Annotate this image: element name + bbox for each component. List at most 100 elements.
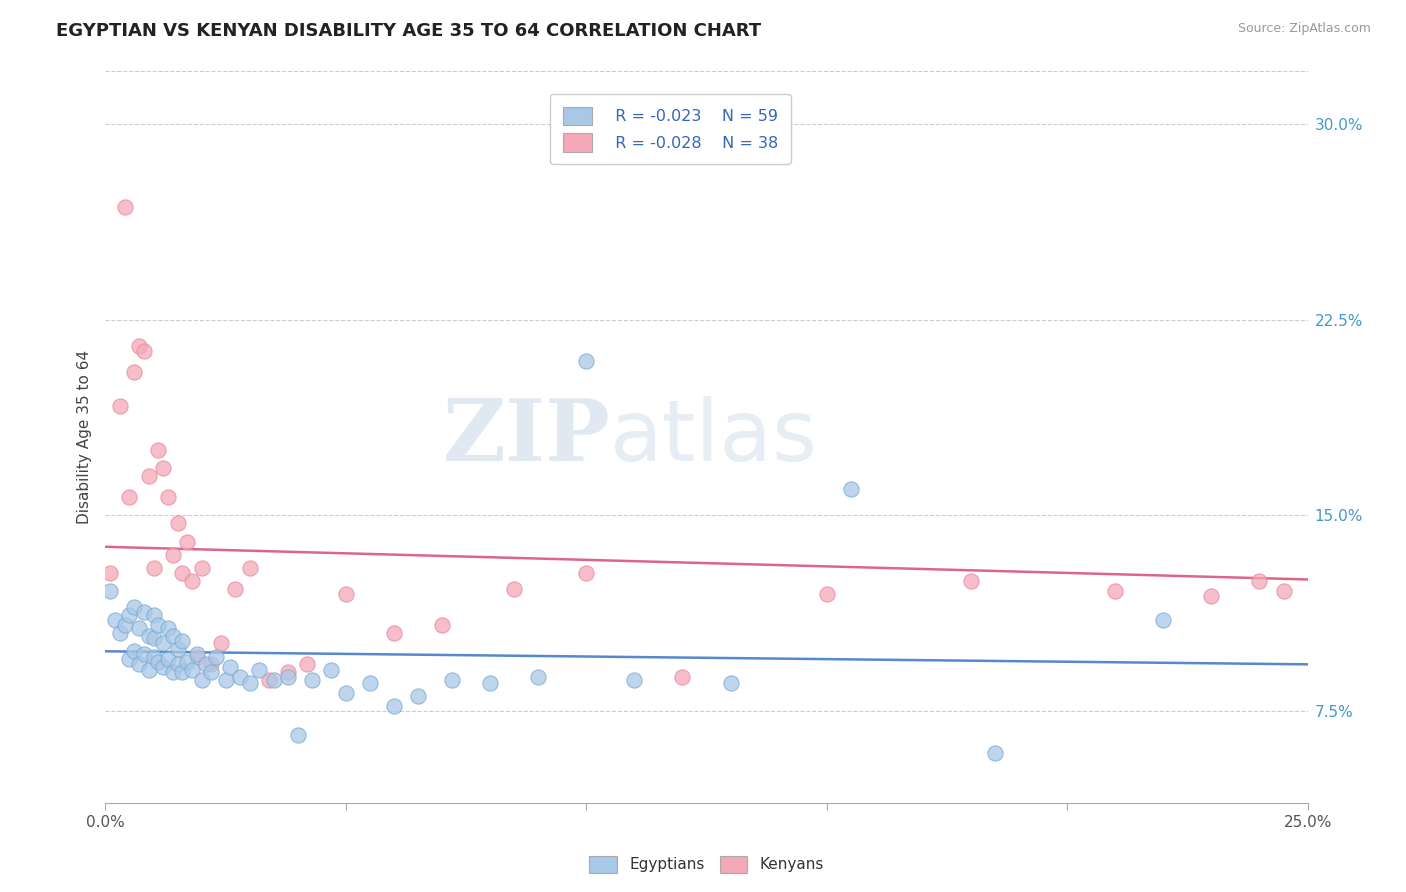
Point [172,665,194,680]
Point [815,587,838,601]
Point [720,675,742,690]
Point [219,660,242,674]
Point [186,649,208,664]
Point [124,365,146,379]
Point [301,673,323,687]
Point [224,582,246,596]
Point [108,626,131,640]
Point [148,655,170,669]
Point [148,618,170,632]
Point [162,665,184,680]
Y-axis label: Disability Age 35 to 64: Disability Age 35 to 64 [76,350,91,524]
Point [156,490,179,504]
Point [1272,584,1295,599]
Point [1201,590,1223,604]
Point [1152,613,1174,627]
Point [108,399,131,413]
Point [214,673,236,687]
Point [247,663,270,677]
Point [124,599,146,614]
Text: EGYPTIAN VS KENYAN DISABILITY AGE 35 TO 64 CORRELATION CHART: EGYPTIAN VS KENYAN DISABILITY AGE 35 TO … [56,22,762,40]
Point [166,641,188,656]
Point [114,200,136,214]
Point [479,675,502,690]
Point [176,534,198,549]
Point [152,461,174,475]
Point [297,657,319,672]
Point [200,657,222,672]
Point [148,443,170,458]
Point [118,652,141,666]
Point [190,673,212,687]
Point [181,663,204,677]
Point [335,587,357,601]
Point [623,673,645,687]
Point [138,469,160,483]
Point [132,605,155,619]
Point [671,670,693,684]
Point [287,728,309,742]
Point [128,621,150,635]
Point [152,660,174,674]
Point [359,675,381,690]
Point [277,665,299,680]
Point [239,560,262,574]
Point [132,343,155,358]
Point [128,657,150,672]
Point [124,644,146,658]
Point [166,516,188,531]
Point [335,686,357,700]
Point [186,647,208,661]
Point [162,548,184,562]
Point [527,670,550,684]
Point [440,673,463,687]
Point [960,574,983,588]
Point [142,560,165,574]
Point [321,663,343,677]
Point [1104,584,1126,599]
Point [229,670,252,684]
Point [181,574,204,588]
Point [128,339,150,353]
Point [1249,574,1271,588]
Point [156,652,179,666]
Point [138,629,160,643]
Point [142,649,165,664]
Point [172,633,194,648]
Point [205,649,228,664]
Point [156,621,179,635]
Point [138,663,160,677]
Point [118,607,141,622]
Point [176,655,198,669]
Point [195,657,218,672]
Point [142,607,165,622]
Point [277,670,299,684]
Point [263,673,285,687]
Text: ZIP: ZIP [443,395,610,479]
Point [98,584,121,599]
Point [166,657,188,672]
Point [104,613,127,627]
Point [152,636,174,650]
Point [503,582,526,596]
Point [190,560,212,574]
Point [239,675,262,690]
Point [382,626,405,640]
Point [430,618,453,632]
Point [172,566,194,580]
Point [142,632,165,646]
Legend: Egyptians, Kenyans: Egyptians, Kenyans [583,849,830,880]
Point [382,699,405,714]
Point [114,618,136,632]
Point [984,746,1007,760]
Text: Source: ZipAtlas.com: Source: ZipAtlas.com [1237,22,1371,36]
Point [839,483,862,497]
Point [406,689,429,703]
Point [162,629,184,643]
Text: atlas: atlas [610,395,818,479]
Point [98,566,121,580]
Point [209,636,232,650]
Point [257,673,280,687]
Point [200,665,222,680]
Point [575,354,598,368]
